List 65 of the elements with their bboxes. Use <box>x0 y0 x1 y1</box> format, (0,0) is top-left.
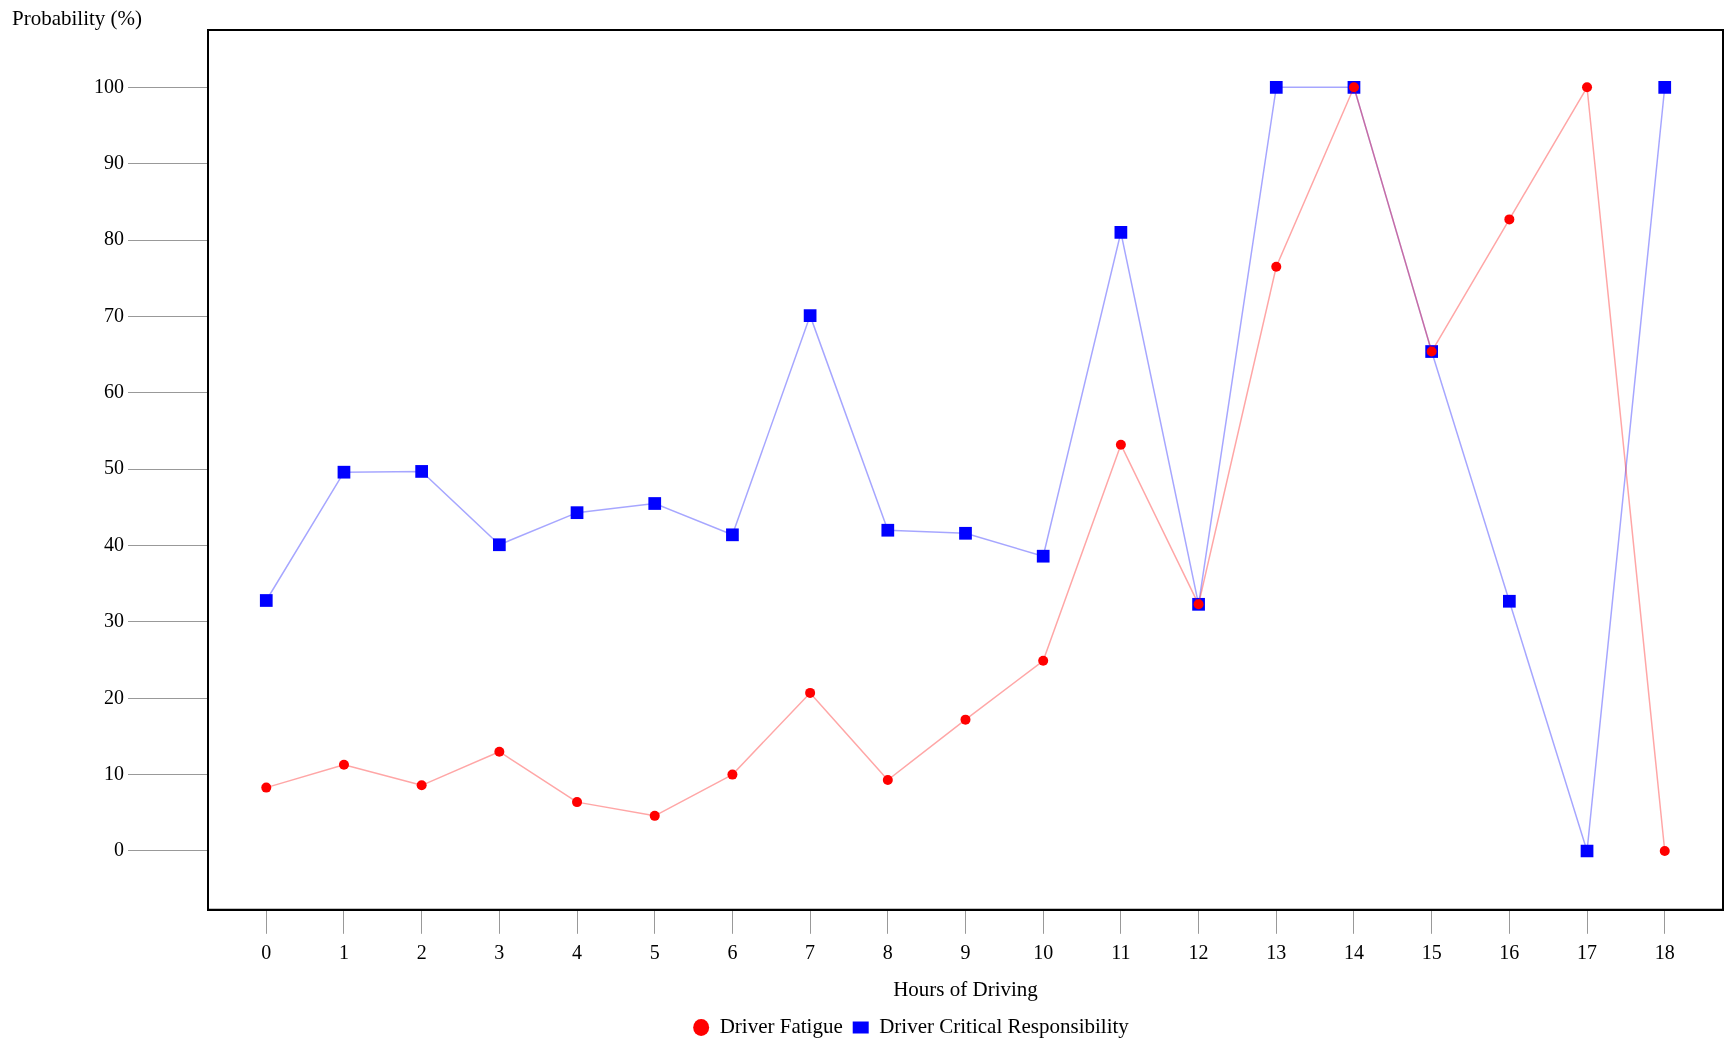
point <box>338 759 349 770</box>
point <box>1659 845 1670 856</box>
point <box>337 465 351 479</box>
y-tick-label: 100 <box>94 74 124 97</box>
point <box>805 687 816 698</box>
point <box>882 774 893 785</box>
point <box>1582 82 1593 93</box>
x-tick-label: 13 <box>1266 941 1287 964</box>
x-tick-label: 11 <box>1111 941 1131 964</box>
point <box>259 594 273 607</box>
point <box>1038 655 1049 666</box>
point <box>572 797 583 808</box>
point <box>416 780 427 791</box>
y-tick-label: 60 <box>104 380 124 403</box>
x-tick-label: 9 <box>960 941 971 964</box>
legend-label: Driver Critical Responsibility <box>879 1014 1130 1039</box>
point <box>570 506 584 520</box>
point <box>1114 226 1128 239</box>
x-tick-label: 10 <box>1033 941 1054 964</box>
x-tick-label: 7 <box>805 941 816 964</box>
x-tick-label: 14 <box>1343 941 1364 964</box>
x-tick-label: 6 <box>727 941 738 964</box>
x-tick-label: 3 <box>494 941 505 964</box>
point <box>1502 594 1516 608</box>
point <box>494 746 505 757</box>
x-tick-label: 15 <box>1421 941 1442 964</box>
point <box>959 526 972 540</box>
y-tick-label: 80 <box>104 227 124 250</box>
x-tick-label: 1 <box>338 941 349 964</box>
x-tick-label: 17 <box>1577 941 1598 964</box>
y-tick-label: 10 <box>104 761 124 784</box>
legend-label: Driver Fatigue <box>719 1014 843 1039</box>
point <box>1269 80 1283 94</box>
y-tick-label: 50 <box>104 456 124 479</box>
x-tick-label: 2 <box>416 941 427 964</box>
x-axis-title: Hours of Driving <box>893 976 1039 1001</box>
point <box>803 309 817 322</box>
point <box>1036 549 1050 563</box>
point <box>1658 80 1672 94</box>
x-tick-label: 4 <box>572 941 583 964</box>
point <box>960 714 971 725</box>
x-tick-label: 8 <box>882 941 893 964</box>
x-tick-label: 0 <box>261 941 272 964</box>
x-tick-label: 18 <box>1654 941 1675 964</box>
x-tick-label: 16 <box>1499 941 1520 964</box>
x-tick-label: 12 <box>1188 941 1209 964</box>
point <box>1271 261 1282 272</box>
point <box>881 523 895 537</box>
y-tick-label: 0 <box>114 838 124 861</box>
point <box>1504 214 1515 225</box>
y-tick-label: 90 <box>104 150 124 173</box>
point <box>1115 439 1126 450</box>
point <box>727 769 738 780</box>
y-tick-label: 70 <box>104 303 124 326</box>
y-axis-title: Probability (%) <box>12 6 143 31</box>
point <box>415 465 429 478</box>
point <box>492 538 506 552</box>
point <box>726 528 739 542</box>
point <box>261 782 272 793</box>
point <box>649 810 660 821</box>
y-tick-label: 30 <box>104 609 124 632</box>
y-tick-label: 20 <box>104 685 124 708</box>
y-tick-label: 40 <box>104 532 124 555</box>
x-tick-label: 5 <box>649 941 660 964</box>
point <box>648 497 662 510</box>
